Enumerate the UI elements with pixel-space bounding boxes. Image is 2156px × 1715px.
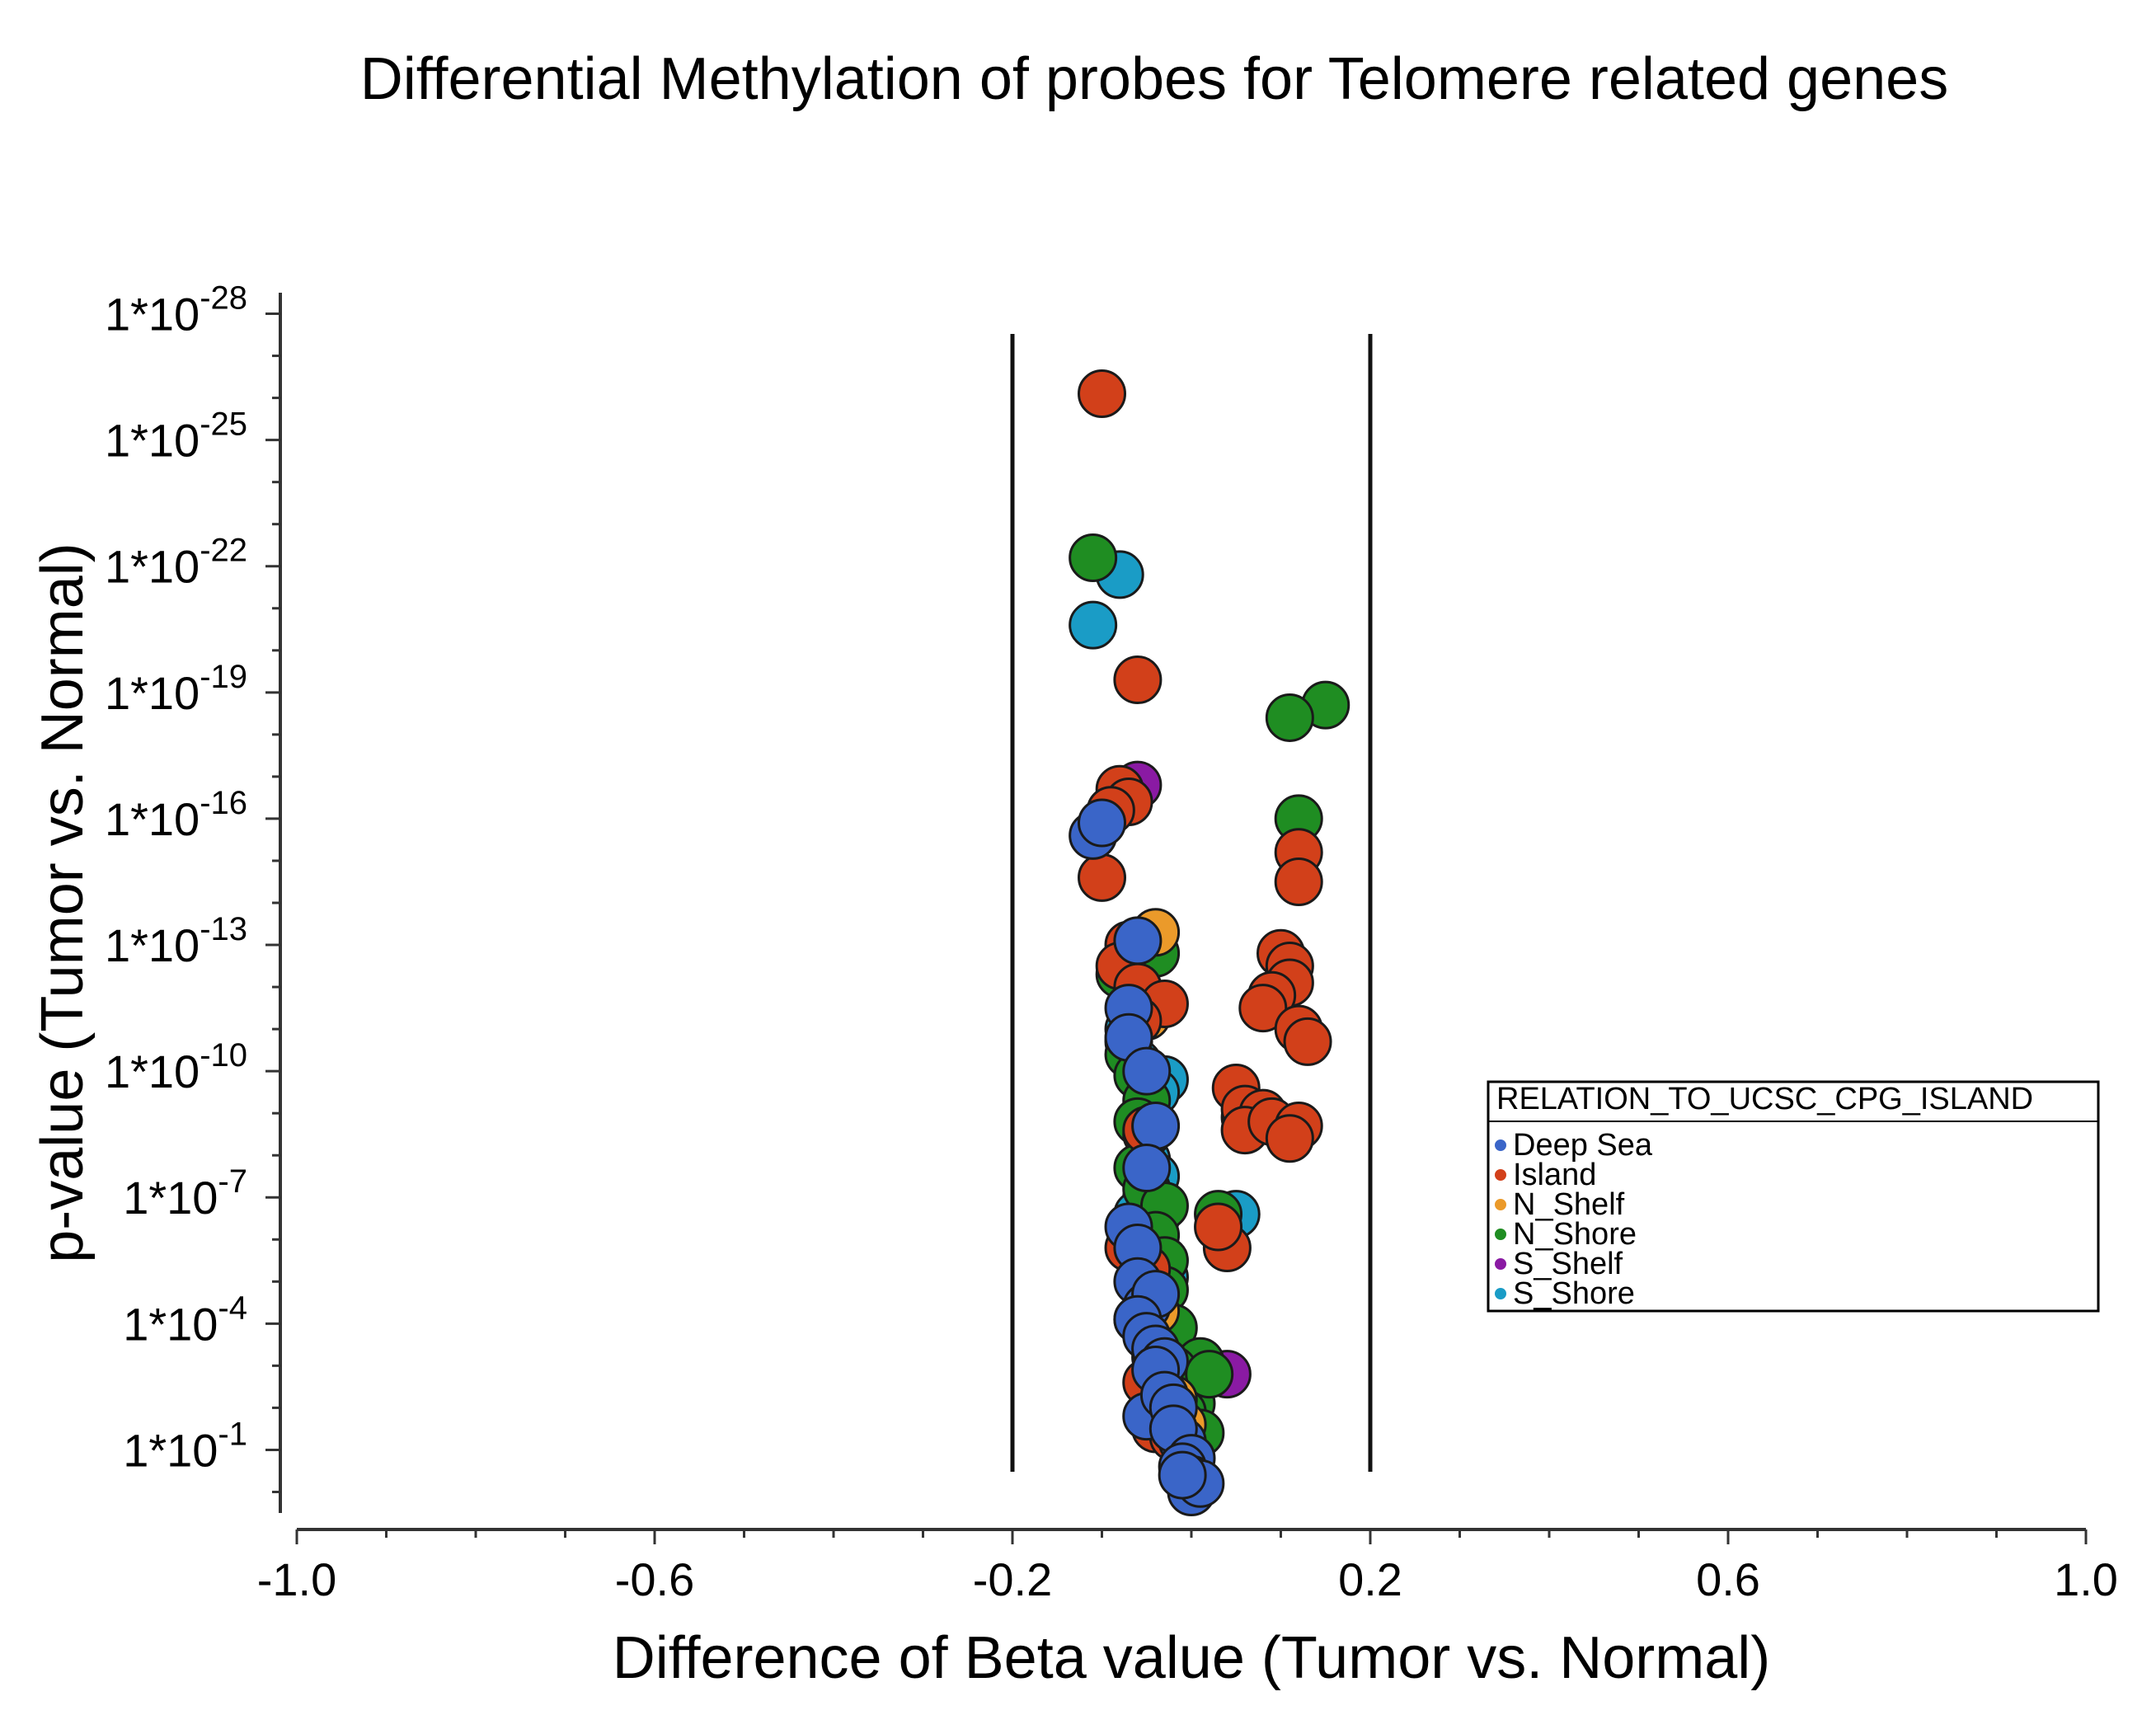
y-tick-base: 1*10: [105, 667, 200, 719]
legend-swatch: [1495, 1288, 1506, 1299]
y-tick-base: 1*10: [105, 289, 200, 341]
legend-box: [1487, 1080, 2100, 1313]
point-n-shore: [1265, 693, 1314, 742]
y-tick-exponent: -22: [200, 533, 247, 569]
y-tick-exponent: -16: [200, 785, 247, 821]
y-tick-exponent: -13: [200, 911, 247, 947]
y-tick-base: 1*10: [123, 1424, 218, 1476]
y-tick-label: 1*10-16: [105, 785, 247, 845]
y-tick-label: 1*10-4: [123, 1290, 247, 1350]
y-tick-exponent: -4: [218, 1290, 247, 1326]
y-tick-exponent: -7: [218, 1163, 247, 1200]
legend-swatch: [1495, 1139, 1506, 1151]
y-tick-base: 1*10: [105, 793, 200, 845]
x-tick-label: -1.0: [257, 1553, 337, 1605]
legend-label: Island: [1513, 1158, 1596, 1192]
y-tick-base: 1*10: [105, 919, 200, 971]
y-tick-label: 1*10-25: [105, 406, 247, 467]
y-tick-label: 1*10-13: [105, 911, 247, 971]
y-tick-exponent: -25: [200, 406, 247, 443]
y-axis-ticks: 1*10-11*10-41*10-71*10-101*10-131*10-161…: [105, 280, 280, 1493]
x-axis-ticks: -1.0 -0.6 -0.2 0.2 0.6 1.0: [257, 1529, 2118, 1605]
y-tick-exponent: -10: [200, 1037, 247, 1074]
legend-label: N_Shore: [1513, 1217, 1637, 1252]
point-deep-sea: [1078, 798, 1126, 848]
y-tick-base: 1*10: [105, 541, 200, 593]
chart-title: Differential Methylation of probes for T…: [360, 46, 1948, 112]
x-tick-label: 0.6: [1696, 1553, 1760, 1605]
y-tick-base: 1*10: [105, 415, 200, 467]
x-tick-label: -0.2: [973, 1553, 1053, 1605]
legend-swatch: [1495, 1258, 1506, 1270]
legend-swatch: [1495, 1229, 1506, 1240]
legend-swatch: [1495, 1199, 1506, 1210]
point-deep-sea: [1122, 1144, 1172, 1193]
legend-entries: Deep SeaIslandN_ShelfN_ShoreS_ShelfS_Sho…: [1495, 1128, 1653, 1311]
threshold-lines: [1010, 334, 1373, 1472]
y-tick-exponent: -28: [200, 280, 247, 317]
legend-title: RELATION_TO_UCSC_CPG_ISLAND: [1496, 1082, 2033, 1116]
y-tick-label: 1*10-19: [105, 659, 247, 719]
point-deep-sea: [1158, 1450, 1207, 1500]
y-tick-base: 1*10: [105, 1045, 200, 1097]
y-tick-exponent: -1: [218, 1416, 247, 1452]
y-tick-label: 1*10-7: [123, 1163, 247, 1224]
point-island: [1265, 1114, 1314, 1163]
y-tick-exponent: -19: [200, 659, 247, 695]
y-tick-label: 1*10-28: [105, 280, 247, 341]
point-deep-sea: [1113, 916, 1163, 966]
point-island: [1274, 857, 1323, 906]
y-axis-title: p-value (Tumor vs. Normal): [30, 543, 96, 1263]
point-island: [1238, 984, 1288, 1033]
legend-label: S_Shore: [1513, 1276, 1635, 1311]
y-tick-base: 1*10: [123, 1172, 218, 1224]
data-points: [1069, 369, 1350, 1516]
legend-swatch: [1495, 1169, 1506, 1181]
point-island: [1078, 853, 1126, 902]
point-deep-sea: [1122, 1046, 1172, 1096]
y-tick-base: 1*10: [123, 1298, 218, 1350]
point-deep-sea: [1131, 1101, 1181, 1150]
point-n-shore: [1185, 1350, 1234, 1399]
x-axis-title: Difference of Beta value (Tumor vs. Norm…: [613, 1625, 1771, 1691]
legend-label: N_Shelf: [1513, 1187, 1625, 1222]
x-tick-label: -0.6: [615, 1553, 695, 1605]
legend-label: Deep Sea: [1513, 1128, 1653, 1163]
y-tick-label: 1*10-10: [105, 1037, 247, 1097]
point-island: [1283, 1017, 1332, 1066]
x-tick-label: 1.0: [2054, 1553, 2118, 1605]
legend-label: S_Shelf: [1513, 1247, 1623, 1281]
legend: RELATION_TO_UCSC_CPG_ISLAND Deep SeaIsla…: [1487, 1080, 2100, 1313]
point-s-shore: [1069, 600, 1118, 650]
point-island: [1194, 1202, 1243, 1252]
point-island: [1113, 655, 1163, 705]
y-tick-label: 1*10-1: [123, 1416, 247, 1476]
point-n-shore: [1069, 533, 1118, 583]
x-tick-label: 0.2: [1338, 1553, 1402, 1605]
point-island: [1078, 369, 1126, 418]
y-tick-label: 1*10-22: [105, 533, 247, 593]
